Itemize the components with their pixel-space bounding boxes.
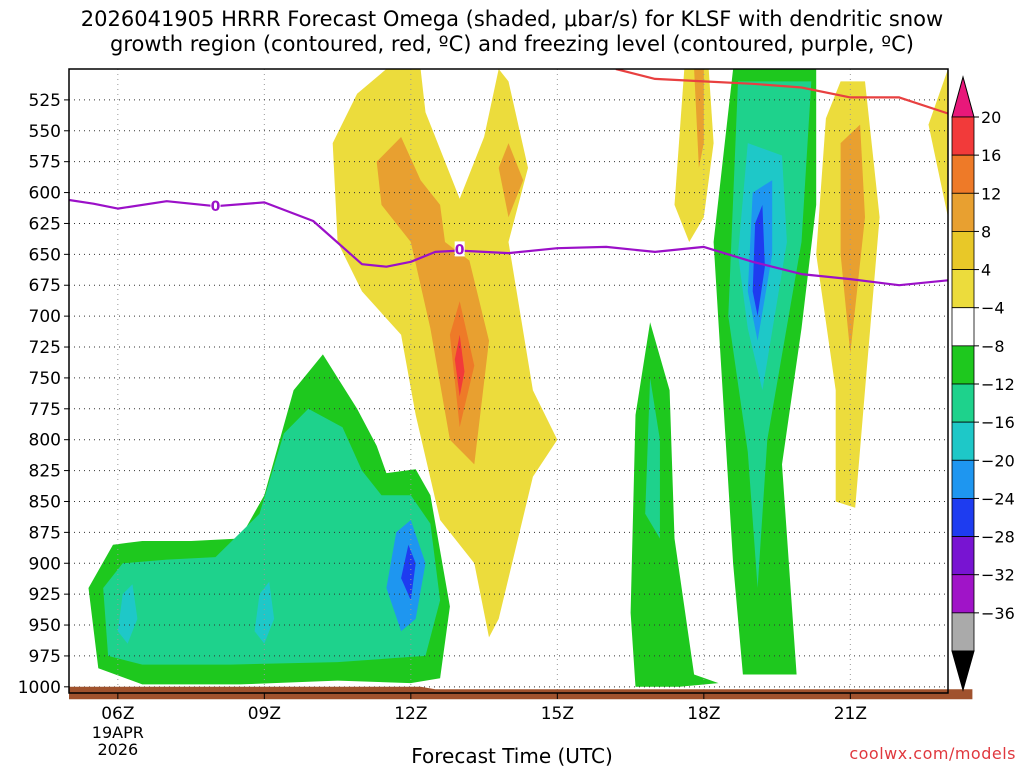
omega-region-descent-18z-core: [694, 69, 704, 168]
x-axis-label: Forecast Time (UTC): [411, 744, 613, 768]
colorbar-label: 12: [981, 184, 1001, 203]
colorbar-band: [951, 383, 975, 423]
colorbar-label: −28: [981, 528, 1015, 547]
colorbar-label: −32: [981, 566, 1015, 585]
colorbar-band: [951, 269, 975, 309]
colorbar-label: −12: [981, 375, 1015, 394]
y-tick-label: 875: [29, 523, 61, 543]
y-tick-label: 650: [29, 245, 61, 265]
y-tick-label: 525: [29, 91, 61, 111]
colorbar-label: −36: [981, 604, 1015, 623]
colorbar-band: [951, 459, 975, 499]
freezing-level-line: [69, 198, 948, 287]
colorbar-label: −8: [981, 337, 1005, 356]
colorbar-band: [951, 345, 975, 385]
freezing-label-bg-1: [454, 241, 465, 257]
y-tick-label: 850: [29, 492, 61, 512]
x-tick-label: 18Z: [687, 704, 720, 724]
chart-title-line1: 2026041905 HRRR Forecast Omega (shaded, …: [80, 7, 944, 31]
colorbar-band: [951, 498, 975, 537]
omega-region-descent-21z-core: [840, 124, 865, 354]
y-tick-label: 975: [29, 647, 61, 667]
y-tick-label: 550: [29, 122, 61, 142]
colorbar-label: 20: [981, 108, 1001, 127]
colorbar-band: [951, 574, 975, 614]
y-tick-label: 575: [29, 153, 61, 173]
omega-shading: [88, 69, 948, 687]
dgz-contour-line: [615, 69, 948, 115]
colorbar-label: −16: [981, 413, 1015, 432]
contours: 00: [69, 69, 948, 287]
freezing-label-bg-0: [210, 198, 221, 214]
omega-region-descent-edge: [928, 69, 948, 218]
colorbar-label: −4: [981, 299, 1005, 318]
plot-frame: [68, 68, 949, 694]
colorbar-label: 16: [981, 146, 1001, 165]
colorbar-label: 8: [981, 222, 991, 241]
colorbar-band: [951, 536, 975, 576]
x-tick-label: 12Z: [394, 704, 427, 724]
freezing-level-label: 0: [211, 199, 221, 215]
colorbar-top-arrow: [951, 75, 975, 118]
x-tick-label: 15Z: [541, 704, 574, 724]
x-tick-label: 06Z: [101, 704, 134, 724]
colorbar-label: 4: [981, 261, 991, 280]
y-tick-label: 675: [29, 276, 61, 296]
colorbar-band: [951, 154, 975, 194]
colorbar-band: [951, 116, 975, 156]
omega-region-descent-18z: [674, 69, 714, 242]
y-tick-label: 775: [29, 400, 61, 420]
omega-region-core-2: [254, 581, 275, 644]
colorbar-label: −20: [981, 451, 1015, 470]
y-tick-label: 700: [29, 307, 61, 327]
x-tick-label: 21Z: [834, 704, 867, 724]
colorbar: 20 16 12 8 4 −4 −8 −12 −16 −20 −24 −28 −32 −36: [951, 75, 1015, 692]
plot-border: [68, 68, 949, 694]
omega-region-core-4: [401, 544, 416, 601]
x-tick-label: 09Z: [248, 704, 281, 724]
colorbar-band: [951, 612, 975, 652]
y-tick-label: 925: [29, 585, 61, 605]
x-date-label: 19APR: [92, 723, 144, 742]
y-tick-label: 625: [29, 214, 61, 234]
grid: [69, 69, 948, 693]
colorbar-label: −24: [981, 489, 1015, 508]
freezing-level-label: 0: [455, 242, 465, 258]
omega-region-ascent-early-inner: [103, 408, 441, 665]
y-tick-label: 725: [29, 338, 61, 358]
colorbar-bottom-arrow: [951, 650, 975, 692]
x-year-label: 2026: [97, 740, 138, 759]
y-tick-label: 800: [29, 431, 61, 451]
y-tick-label: 950: [29, 616, 61, 636]
y-tick-label: 825: [29, 462, 61, 482]
colorbar-band: [951, 231, 975, 270]
colorbar-band: [951, 421, 975, 461]
omega-region-core-1: [117, 584, 138, 644]
omega-region-ascent-19z-peak: [752, 204, 765, 317]
y-tick-label: 600: [29, 184, 61, 204]
credit-link[interactable]: coolwx.com/models: [849, 744, 1016, 763]
colorbar-band: [951, 307, 975, 347]
colorbar-band: [951, 192, 975, 232]
omega-region-descent-peak: [454, 334, 465, 397]
y-tick-label: 900: [29, 554, 61, 574]
y-tick-label: 1000: [18, 678, 61, 698]
y-axis: 525 550 575 600 625 650 675 700 725 750 775 800 825 8…: [18, 91, 69, 698]
y-tick-label: 750: [29, 369, 61, 389]
chart-title-line2: growth region (contoured, red, ºC) and f…: [110, 32, 914, 56]
omega-region-ascent-17z-inner: [645, 377, 660, 539]
